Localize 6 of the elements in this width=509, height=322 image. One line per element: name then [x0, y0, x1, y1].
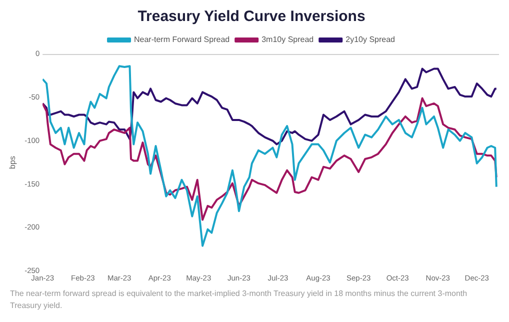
- legend-label: 3m10y Spread: [262, 35, 314, 44]
- y-axis-title: bps: [8, 156, 18, 169]
- legend-label: Near-term Forward Spread: [134, 35, 230, 44]
- text: The near-term forward spread is equivalent to the market-implied 3-month Treasury yield in 18 months minus the current 3-month Treasury yield.: [10, 288, 468, 312]
- legend-label: 2y10y Spread: [346, 35, 395, 44]
- chart-title: Treasury Yield Curve Inversions: [138, 8, 366, 26]
